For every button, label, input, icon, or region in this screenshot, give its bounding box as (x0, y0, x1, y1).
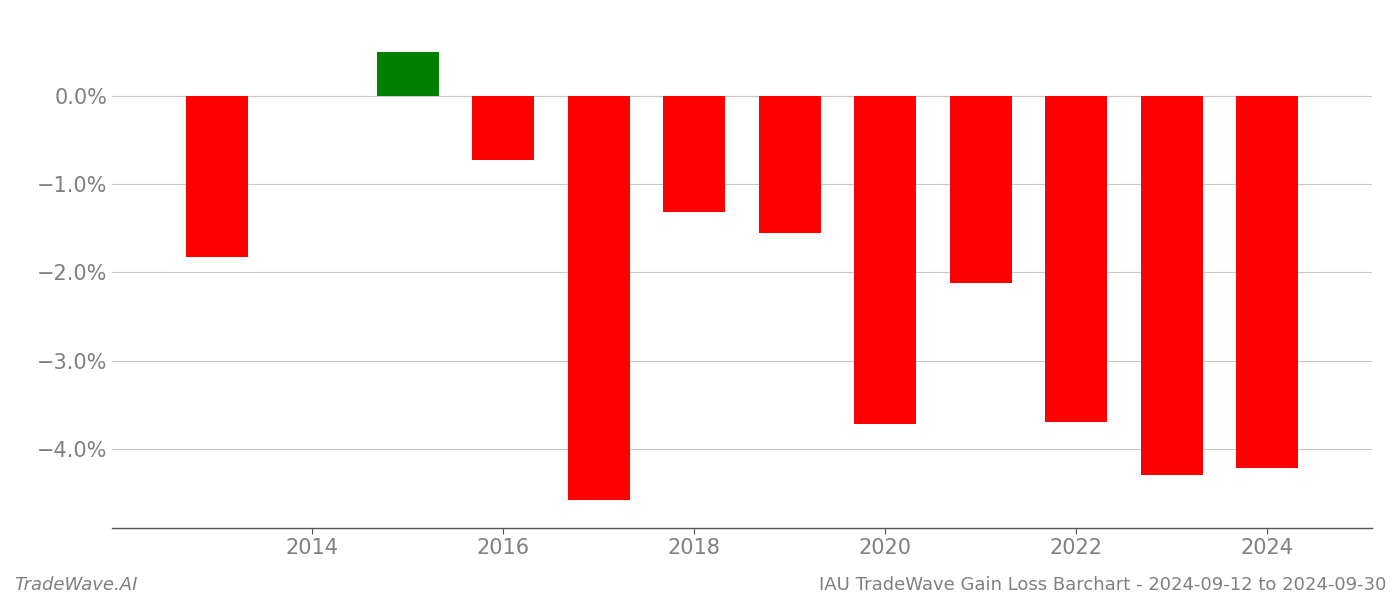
Text: TradeWave.AI: TradeWave.AI (14, 576, 137, 594)
Bar (472, 96, 535, 160)
Bar (1141, 96, 1203, 475)
Bar (377, 52, 440, 96)
Bar (854, 96, 916, 424)
Bar (664, 96, 725, 212)
Bar (568, 96, 630, 500)
Bar (949, 96, 1012, 283)
Bar (1044, 96, 1107, 422)
Bar (186, 96, 248, 257)
Bar (1236, 96, 1298, 468)
Text: IAU TradeWave Gain Loss Barchart - 2024-09-12 to 2024-09-30: IAU TradeWave Gain Loss Barchart - 2024-… (819, 576, 1386, 594)
Bar (759, 96, 820, 233)
